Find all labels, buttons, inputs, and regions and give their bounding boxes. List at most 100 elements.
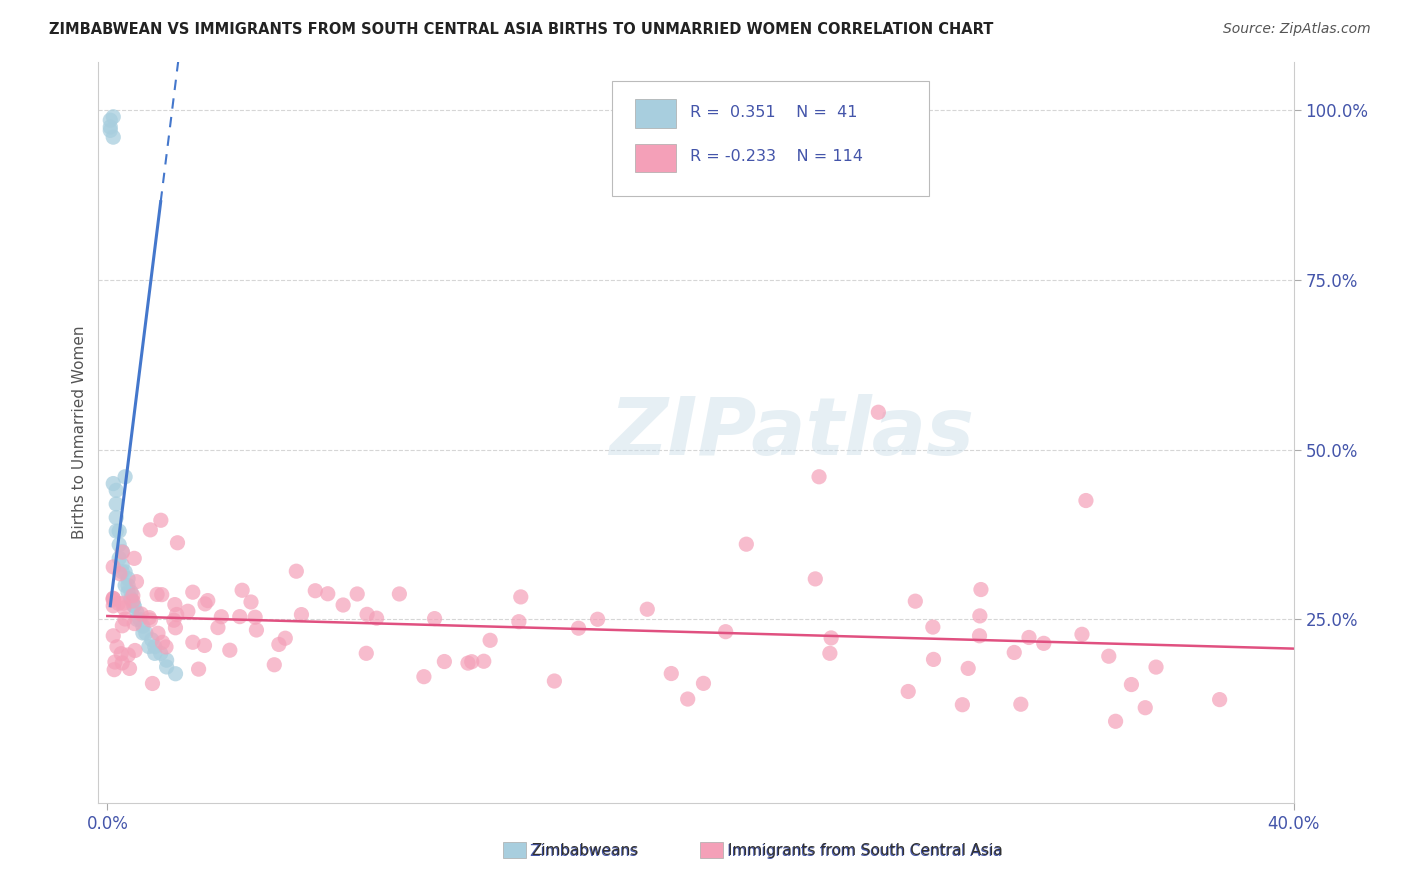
Point	[165, 621, 187, 635]
Point	[108, 551, 131, 566]
Point	[346, 587, 368, 601]
Bar	[636, 144, 676, 172]
Point	[207, 621, 229, 635]
Point	[818, 646, 841, 660]
Point	[118, 661, 141, 675]
Point	[146, 626, 169, 640]
Point	[149, 646, 172, 660]
Point	[117, 648, 139, 662]
Point	[969, 608, 991, 623]
Point	[1104, 714, 1126, 729]
Point	[103, 663, 125, 677]
Point	[1071, 627, 1094, 641]
Point	[808, 469, 831, 483]
Point	[114, 578, 136, 592]
Text: ■  Immigrants from South Central Asia: ■ Immigrants from South Central Asia	[703, 845, 1002, 859]
Point	[957, 661, 980, 675]
Point	[290, 607, 312, 622]
Point	[103, 560, 125, 574]
Point	[820, 631, 842, 645]
Point	[163, 613, 186, 627]
Point	[193, 639, 215, 653]
Text: Immigrants from South Central Asia: Immigrants from South Central Asia	[728, 843, 1004, 857]
Point	[103, 476, 125, 491]
Point	[103, 599, 125, 613]
Point	[149, 513, 172, 527]
Point	[472, 654, 495, 668]
Point	[98, 123, 121, 137]
Point	[108, 524, 131, 538]
Point	[122, 594, 145, 608]
Point	[139, 523, 162, 537]
Point	[156, 653, 179, 667]
Point	[120, 592, 142, 607]
Point	[636, 602, 658, 616]
Point	[243, 610, 266, 624]
Point	[117, 585, 139, 599]
Text: Source: ZipAtlas.com: Source: ZipAtlas.com	[1223, 22, 1371, 37]
Point	[950, 698, 973, 712]
Point	[121, 589, 143, 603]
Point	[141, 676, 163, 690]
Point	[125, 606, 148, 620]
Point	[112, 601, 135, 615]
Point	[152, 635, 174, 649]
Point	[105, 510, 128, 524]
Point	[356, 607, 378, 622]
Point	[586, 612, 609, 626]
Point	[125, 612, 148, 626]
Point	[165, 666, 187, 681]
Point	[714, 624, 737, 639]
Point	[117, 572, 139, 586]
Point	[904, 594, 927, 608]
Point	[122, 599, 145, 613]
Point	[543, 673, 565, 688]
Point	[138, 640, 160, 654]
Point	[129, 612, 152, 626]
Text: R =  0.351    N =  41: R = 0.351 N = 41	[690, 104, 858, 120]
Point	[1098, 649, 1121, 664]
Point	[423, 611, 446, 625]
Point	[98, 120, 121, 134]
Point	[132, 626, 155, 640]
Point	[461, 655, 484, 669]
Point	[150, 588, 173, 602]
Point	[103, 629, 125, 643]
Point	[114, 565, 136, 579]
Point	[111, 545, 134, 559]
Point	[366, 611, 388, 625]
Point	[567, 621, 589, 635]
Point	[103, 591, 125, 606]
Point	[659, 666, 682, 681]
Point	[1144, 660, 1167, 674]
Point	[111, 558, 134, 572]
Point	[124, 643, 146, 657]
Point	[412, 670, 434, 684]
Point	[197, 593, 219, 607]
Point	[146, 587, 169, 601]
Point	[1121, 677, 1143, 691]
Point	[156, 660, 179, 674]
Point	[692, 676, 714, 690]
Point	[229, 609, 252, 624]
Point	[479, 633, 502, 648]
Point	[1135, 700, 1157, 714]
Point	[103, 130, 125, 145]
Point	[111, 565, 134, 579]
Point	[117, 578, 139, 592]
Point	[122, 551, 145, 566]
Point	[163, 598, 186, 612]
Point	[139, 613, 162, 627]
Y-axis label: Births to Unmarried Women: Births to Unmarried Women	[72, 326, 87, 540]
Point	[166, 607, 188, 622]
Point	[120, 592, 142, 607]
Point	[245, 623, 267, 637]
Point	[143, 640, 166, 654]
Point	[103, 592, 125, 607]
Point	[181, 585, 204, 599]
Point	[231, 583, 253, 598]
Point	[332, 598, 354, 612]
Point	[138, 610, 160, 624]
Point	[1010, 697, 1032, 711]
Text: ■  Zimbabweans: ■ Zimbabweans	[506, 845, 638, 859]
